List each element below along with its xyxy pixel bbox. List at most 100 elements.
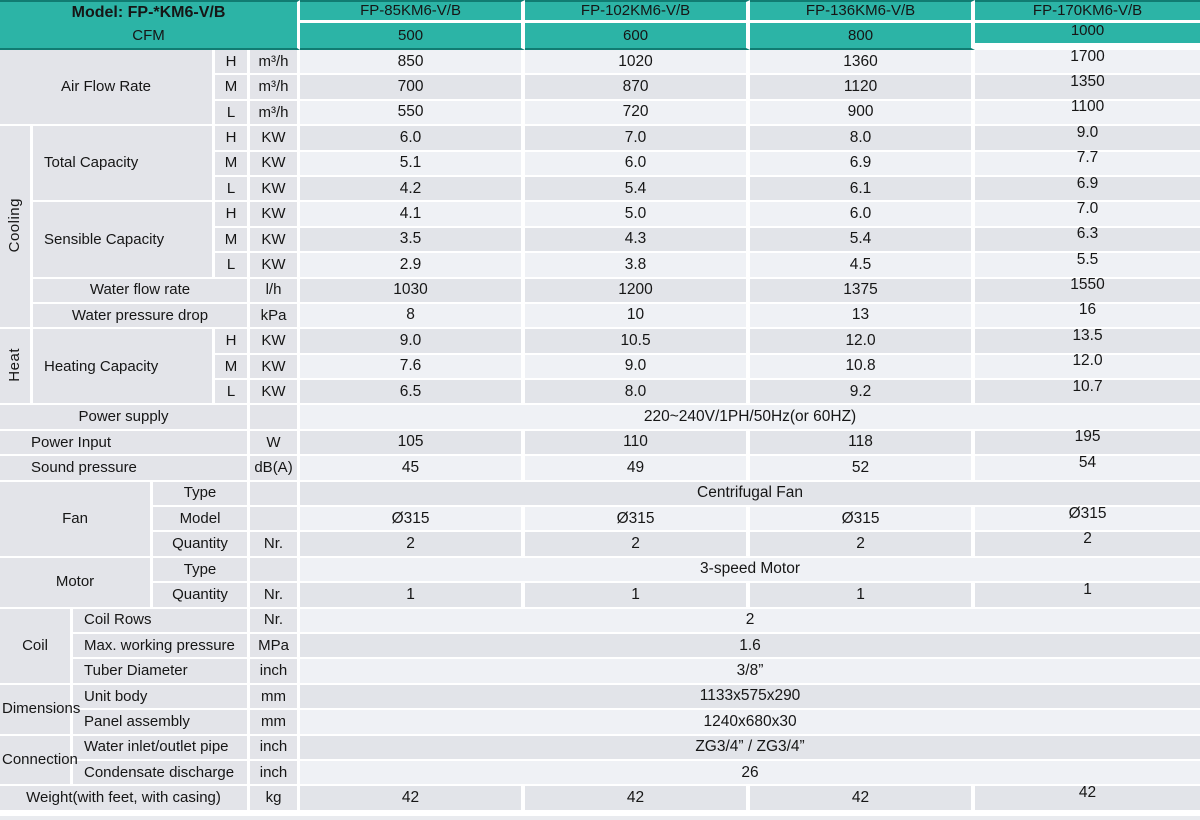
value-heating-capacity-m-col4-text: 12.0 [1072, 352, 1103, 370]
value-fan-quantity-col2: 2 [525, 532, 751, 558]
row-condensate-discharge: Condensate discharge [73, 760, 250, 787]
speed-l: L [215, 380, 250, 406]
unit-kw-text: KW [261, 357, 286, 375]
spec-row-weight: Weight(with feet, with casing) kg 42 42 42 42 [0, 784, 1200, 812]
speed-h: H [215, 50, 250, 76]
header-row-models: Model: FP-*KM6-V/B CFM FP-85KM6-V/B FP-1… [0, 0, 1200, 51]
value-air-flow-l-col3: 900 [750, 100, 976, 127]
value-motor-type-text: 3-speed Motor [700, 560, 800, 578]
value-sensible-capacity-l-col2: 3.8 [525, 253, 751, 279]
unit-mm: mm [250, 684, 301, 711]
spec-row-sensible-capacity-h: Sensible Capacity H KW 4.1 5.0 6.0 7.0 [0, 200, 1200, 279]
value-max-working-pressure-text: 1.6 [739, 636, 761, 654]
unit-kw-text: KW [261, 154, 286, 172]
value-total-capacity-h-col3: 8.0 [750, 126, 976, 152]
value-sensible-capacity-m-col4-text: 6.3 [1076, 225, 1099, 243]
unit-kpa: kPa [250, 303, 301, 330]
row-fan-model: Model [153, 507, 250, 533]
value-unit-body-text: 1133x575x290 [699, 687, 801, 705]
speed-h-text: H [225, 332, 237, 350]
spec-row-heating-capacity-h: Heat Heating Capacity H KW 9.0 10.5 12.0 13.5 [0, 327, 1200, 406]
value-fan-model-col4: Ø315 [975, 505, 1200, 533]
value-power-input-col2-text: 110 [623, 433, 648, 451]
spec-row-total-capacity-l: L KW 4.2 5.4 6.1 6.9 [0, 175, 1200, 203]
value-water-pressure-drop-col1: 8 [300, 303, 526, 330]
unit-lh-text: l/h [265, 281, 282, 299]
speed-l-text: L [226, 255, 236, 273]
value-water-flow-rate-col3-text: 1375 [843, 281, 878, 299]
row-motor-quantity: Quantity [153, 583, 250, 609]
row-coil-rows: Coil Rows [73, 608, 250, 634]
unit-inch: inch [250, 760, 301, 787]
spec-row-fan-type: Fan Type Centrifugal Fan [0, 481, 1200, 558]
unit-lh: l/h [250, 278, 301, 304]
spec-row-water-inlet-outlet-pipe: Connection Water inlet/outlet pipe inch ZG3… [0, 735, 1200, 787]
unit-kw-text: KW [261, 205, 286, 223]
value-air-flow-m-col1-text: 700 [397, 77, 424, 95]
spec-row-water-flow-rate: Water flow rate l/h 1030 1200 1375 1550 [0, 276, 1200, 304]
speed-m: M [215, 151, 250, 177]
speed-h: H [215, 126, 250, 152]
unit-empty [250, 507, 301, 533]
value-fan-model-col3: Ø315 [750, 507, 976, 533]
value-heating-capacity-m-col4: 12.0 [975, 352, 1200, 381]
value-water-pressure-drop-col3: 13 [750, 303, 976, 330]
value-heating-capacity-l-col4-text: 10.7 [1072, 377, 1103, 395]
value-weight-col2-text: 42 [626, 789, 645, 807]
row-weight: Weight(with feet, with casing) [0, 786, 250, 812]
value-sensible-capacity-l-col4-text: 5.5 [1076, 250, 1099, 268]
value-sensible-capacity-l-col3: 4.5 [750, 253, 976, 279]
value-heating-capacity-h-col1: 9.0 [300, 329, 526, 355]
header-row-cfm: 500 600 800 1000 [0, 22, 1200, 51]
value-sound-pressure-col1-text: 45 [401, 458, 420, 476]
speed-l-text: L [226, 103, 236, 121]
value-air-flow-l-col4: 1100 [975, 99, 1200, 127]
row-water-pressure-drop: Water pressure drop [33, 303, 250, 330]
cfm-value-4: 1000 [975, 22, 1200, 51]
value-panel-assembly-text: 1240x680x30 [703, 712, 797, 730]
group-heating-capacity: Heating Capacity [33, 329, 215, 406]
value-sensible-capacity-l-col1: 2.9 [300, 253, 526, 279]
unit-kw: KW [250, 227, 301, 254]
cfm-value-1: 500 [300, 23, 526, 51]
row-water-inlet-outlet-pipe: Water inlet/outlet pipe [73, 735, 250, 761]
unit-nr-text: Nr. [263, 535, 284, 553]
value-heating-capacity-l-col4: 10.7 [975, 377, 1200, 406]
value-motor-quantity-col4-text: 1 [1083, 580, 1092, 598]
value-heating-capacity-l-col1-text: 6.5 [399, 382, 422, 400]
value-sensible-capacity-m-col2: 4.3 [525, 227, 751, 254]
value-fan-type-text: Centrifugal Fan [697, 484, 804, 502]
value-total-capacity-l-col2-text: 5.4 [624, 179, 647, 197]
value-sound-pressure-col2-text: 49 [626, 458, 645, 476]
value-air-flow-m-col3-text: 1120 [843, 77, 878, 95]
value-heating-capacity-h-col4: 13.5 [975, 327, 1200, 355]
value-power-input-col1: 105 [300, 430, 526, 457]
unit-empty [250, 405, 301, 431]
value-max-working-pressure: 1.6 [300, 634, 1200, 660]
value-water-flow-rate-col1-text: 1030 [393, 281, 428, 299]
value-air-flow-l-col2: 720 [525, 100, 751, 127]
spec-row-sensible-capacity-m: M KW 3.5 4.3 5.4 6.3 [0, 225, 1200, 254]
speed-l: L [215, 253, 250, 279]
row-power-input: Power Input [0, 430, 250, 457]
value-motor-quantity-col4: 1 [975, 580, 1200, 609]
spec-row-fan-quantity: Quantity Nr. 2 2 2 2 [0, 530, 1200, 558]
value-sensible-capacity-m-col3-text: 5.4 [849, 230, 872, 248]
value-motor-quantity-col3: 1 [750, 583, 976, 609]
value-motor-quantity-col2: 1 [525, 583, 751, 609]
value-unit-body: 1133x575x290 [300, 684, 1200, 711]
value-heating-capacity-m-col1-text: 7.6 [399, 357, 422, 375]
value-water-flow-rate-col2: 1200 [525, 278, 751, 304]
model-title-label: Model: FP-*KM6-V/B [71, 4, 226, 22]
value-air-flow-h-col1: 850 [300, 50, 526, 76]
value-motor-type: 3-speed Motor [300, 557, 1200, 584]
speed-m: M [215, 354, 250, 381]
unit-mpa: MPa [250, 634, 301, 660]
value-water-flow-rate-col1: 1030 [300, 278, 526, 304]
row-weight-text: Weight(with feet, with casing) [26, 789, 221, 807]
value-air-flow-h-col2-text: 1020 [618, 52, 653, 70]
unit-kpa-text: kPa [260, 306, 287, 324]
